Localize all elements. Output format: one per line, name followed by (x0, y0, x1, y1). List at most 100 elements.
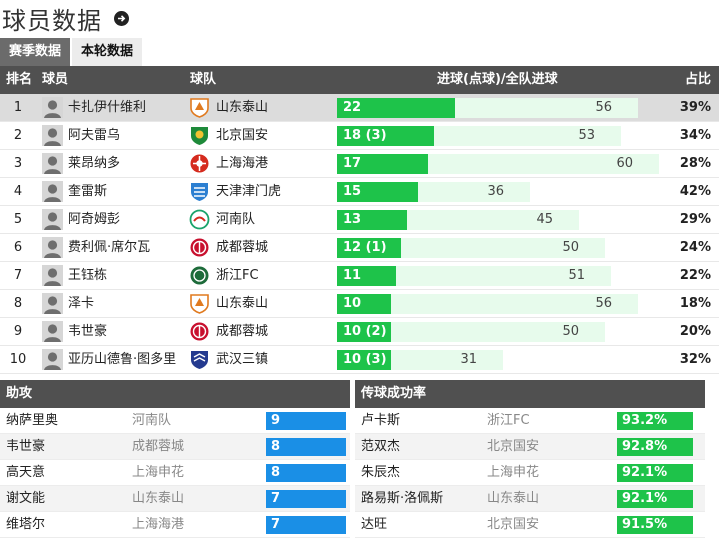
team-goals-value: 51 (568, 268, 585, 283)
tab-round-stats[interactable]: 本轮数据 (72, 38, 143, 66)
table-row: 6 费利佩·席尔瓦 成都蓉城 12 (1) 50 24% (0, 234, 719, 262)
list-item: 范双杰 北京国安 92.8% (355, 434, 705, 460)
player-name[interactable]: 路易斯·洛佩斯 (361, 491, 444, 506)
team-goals-bar (337, 266, 611, 286)
assists-bar: 7 (266, 490, 346, 508)
player-name[interactable]: 高天意 (6, 465, 46, 480)
goals-bar: 11 51 (337, 266, 611, 286)
player-name[interactable]: 莱昂纳多 (68, 156, 121, 171)
player-goals-bar (337, 182, 418, 202)
team-name[interactable]: 山东泰山 (216, 296, 269, 311)
player-name[interactable]: 卢卡斯 (361, 413, 401, 428)
team-name[interactable]: 上海海港 (132, 517, 185, 532)
rank-cell: 2 (13, 128, 23, 143)
goal-share: 39% (679, 100, 711, 115)
goals-bar: 13 45 (337, 210, 579, 230)
arrow-right-icon[interactable] (114, 10, 129, 26)
goals-value: 10 (2) (343, 324, 387, 339)
goal-share: 32% (679, 352, 711, 367)
player-name[interactable]: 范双杰 (361, 439, 401, 454)
player-avatar-icon (42, 321, 63, 342)
team-name[interactable]: 上海海港 (216, 156, 269, 171)
team-name[interactable]: 上海申花 (487, 465, 540, 480)
table-row: 7 王钰栋 浙江FC 11 51 22% (0, 262, 719, 290)
pass-rate-bar: 91.5% (617, 516, 693, 534)
player-name[interactable]: 谢文能 (6, 491, 46, 506)
player-name[interactable]: 王钰栋 (68, 268, 108, 283)
team-name[interactable]: 成都蓉城 (132, 439, 185, 454)
team-goals-value: 50 (562, 324, 579, 339)
player-name[interactable]: 维塔尔 (6, 517, 46, 532)
player-name[interactable]: 韦世豪 (68, 324, 108, 339)
player-avatar-icon (42, 181, 63, 202)
passing-table-body: 卢卡斯 浙江FC 93.2% 范双杰 北京国安 92.8% 朱辰杰 上海申花 92.1% 路易斯·… (355, 408, 705, 538)
stat-value: 7 (271, 517, 281, 532)
list-item: 朱辰杰 上海申花 92.1% (355, 460, 705, 486)
list-item: 达旺 北京国安 91.5% (355, 512, 705, 538)
player-name[interactable]: 韦世豪 (6, 439, 46, 454)
henan-crest (189, 209, 210, 230)
player-name[interactable]: 达旺 (361, 517, 388, 532)
player-name[interactable]: 朱辰杰 (361, 465, 401, 480)
player-name[interactable]: 泽卡 (68, 296, 95, 311)
shanghai-port-crest (189, 153, 210, 174)
team-name[interactable]: 成都蓉城 (216, 324, 269, 339)
assists-bar: 7 (266, 516, 346, 534)
player-avatar-icon (42, 209, 63, 230)
stat-value: 92.1% (622, 491, 668, 506)
goal-share: 28% (679, 156, 711, 171)
goals-bar: 18 (3) 53 (337, 126, 621, 146)
goals-value: 10 (343, 296, 362, 311)
team-name[interactable]: 北京国安 (487, 517, 540, 532)
tab-bar: 赛季数据 本轮数据 (0, 38, 143, 66)
team-name[interactable]: 武汉三镇 (216, 352, 269, 367)
team-name[interactable]: 成都蓉城 (216, 240, 269, 255)
goal-share: 34% (679, 128, 711, 143)
player-name[interactable]: 奎雷斯 (68, 184, 108, 199)
goals-value: 15 (343, 184, 362, 199)
shandong-taishan-crest (189, 293, 210, 314)
goals-bar: 10 (2) 50 (337, 322, 605, 342)
rank-cell: 9 (13, 324, 23, 339)
team-goals-value: 60 (616, 156, 633, 171)
player-goals-bar (337, 98, 455, 118)
rank-cell: 4 (13, 184, 23, 199)
chengdu-rongcheng-crest (189, 237, 210, 258)
team-goals-bar (337, 294, 638, 314)
table-row: 8 泽卡 山东泰山 10 56 18% (0, 290, 719, 318)
player-name[interactable]: 阿奇姆彭 (68, 212, 121, 227)
team-name[interactable]: 河南队 (132, 413, 172, 428)
assists-title: 助攻 (0, 380, 350, 408)
team-name[interactable]: 山东泰山 (487, 491, 540, 506)
tab-season-stats[interactable]: 赛季数据 (0, 38, 71, 66)
player-name[interactable]: 卡扎伊什维利 (68, 100, 147, 115)
team-name[interactable]: 上海申花 (132, 465, 185, 480)
goals-value: 17 (343, 156, 362, 171)
player-avatar-icon (42, 265, 63, 286)
team-name[interactable]: 浙江FC (487, 413, 530, 428)
team-name[interactable]: 浙江FC (216, 268, 259, 283)
tianjin-tiger-crest (189, 181, 210, 202)
table-row: 9 韦世豪 成都蓉城 10 (2) 50 20% (0, 318, 719, 346)
list-item: 路易斯·洛佩斯 山东泰山 92.1% (355, 486, 705, 512)
player-name[interactable]: 纳萨里奥 (6, 413, 59, 428)
team-goals-value: 56 (595, 296, 612, 311)
assists-table: 助攻 纳萨里奥 河南队 9 韦世豪 成都蓉城 8 高天意 上海申花 8 谢文能 山东泰山 7 维塔尔 上海… (0, 380, 350, 542)
player-name[interactable]: 亚历山德鲁·图多里 (68, 352, 177, 367)
team-name[interactable]: 北京国安 (216, 128, 269, 143)
goals-value: 12 (1) (343, 240, 387, 255)
team-name[interactable]: 山东泰山 (132, 491, 185, 506)
table-row: 4 奎雷斯 天津津门虎 15 36 42% (0, 178, 719, 206)
team-name[interactable]: 河南队 (216, 212, 256, 227)
player-name[interactable]: 阿夫雷乌 (68, 128, 121, 143)
team-name[interactable]: 山东泰山 (216, 100, 269, 115)
team-name[interactable]: 北京国安 (487, 439, 540, 454)
list-item: 高天意 上海申花 8 (0, 460, 350, 486)
goals-bar: 15 36 (337, 182, 530, 202)
team-goals-value: 56 (595, 100, 612, 115)
player-goals-bar (337, 238, 401, 258)
team-name[interactable]: 天津津门虎 (216, 184, 282, 199)
player-name[interactable]: 费利佩·席尔瓦 (68, 240, 151, 255)
header-goals: 进球(点球)/全队进球 (437, 72, 558, 87)
goals-value: 18 (3) (343, 128, 387, 143)
